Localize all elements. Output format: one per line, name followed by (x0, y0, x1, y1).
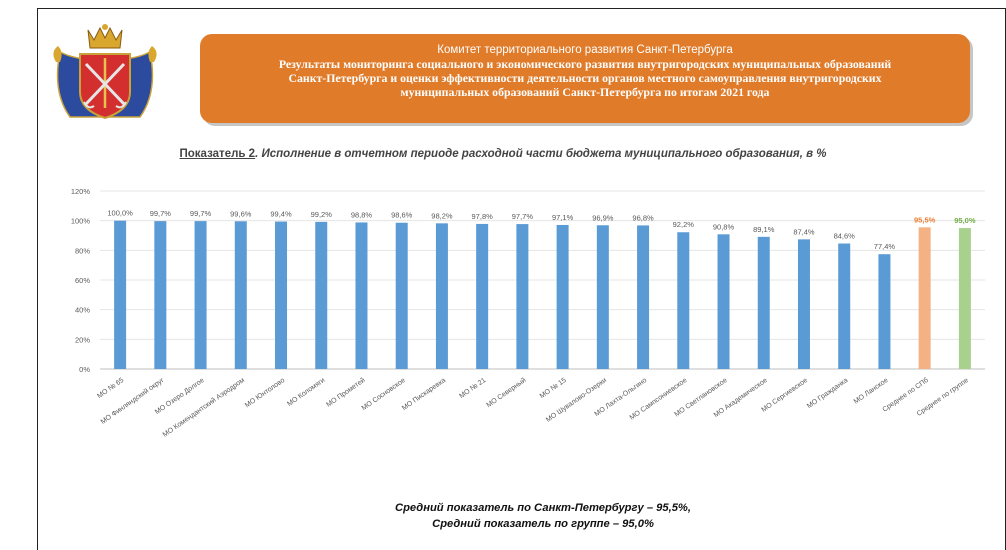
bar (395, 222, 408, 369)
bar (315, 221, 328, 369)
data-label: 84,6% (834, 232, 856, 241)
indicator-caption: Показатель 2. Исполнение в отчетном пери… (0, 148, 1006, 160)
data-label: 99,4% (270, 210, 292, 219)
indicator-text: . Исполнение в отчетном периоде расходно… (255, 148, 827, 160)
bar (878, 254, 891, 369)
data-label: 98,8% (351, 210, 373, 219)
bar (435, 223, 448, 369)
x-tick-label: МО № 15 (539, 377, 568, 400)
data-label: 87,4% (793, 227, 815, 236)
x-tick-label: МО Финляндский округ (99, 376, 166, 426)
bar (797, 239, 810, 369)
data-label: 95,0% (954, 216, 976, 225)
x-tick-label: МО № 21 (458, 377, 487, 400)
data-label: 97,8% (472, 212, 494, 221)
bar (717, 234, 730, 369)
y-tick-label: 60% (75, 276, 90, 285)
bar (958, 228, 971, 369)
x-tick-label: МО Прометей (325, 376, 367, 409)
bar (234, 221, 247, 369)
data-label: 100,0% (107, 209, 133, 218)
header-title-line-1: Результаты мониторинга социального и эко… (278, 57, 892, 71)
x-tick-label: МО № 65 (96, 377, 125, 400)
header-title-line-3: муниципальных образований Санкт-Петербур… (400, 85, 770, 99)
header-org: Комитет территориального развития Санкт-… (437, 44, 733, 56)
bar (476, 223, 489, 369)
data-label: 98,6% (391, 211, 413, 220)
bar (838, 243, 851, 369)
y-tick-label: 20% (75, 335, 90, 344)
data-label: 97,1% (552, 213, 574, 222)
bar (556, 224, 569, 369)
bar (194, 221, 207, 369)
y-tick-label: 100% (71, 217, 91, 226)
x-tick-label: МО Пискаревка (401, 377, 447, 412)
data-label: 99,2% (311, 210, 333, 219)
y-tick-label: 80% (75, 246, 90, 255)
bar (275, 221, 288, 369)
bar (516, 224, 529, 369)
x-tick-label: МО Комендантский Аэродром (161, 376, 246, 439)
y-tick-label: 0% (79, 365, 90, 374)
data-label: 97,7% (512, 212, 534, 221)
summary-spb: Средний показатель по Санкт-Петербургу –… (395, 502, 691, 514)
bar (355, 222, 368, 369)
bar-chart: 0% 20% 40% 60% 80% 100% 120% 100,0% МО № 65 99,7%… (71, 187, 985, 439)
header-banner: Комитет территориального развития Санкт-… (200, 34, 970, 123)
data-label: 96,8% (632, 213, 654, 222)
data-label: 77,4% (874, 242, 896, 251)
data-label: 96,9% (592, 213, 614, 222)
data-label: 89,1% (753, 225, 775, 234)
indicator-label: Показатель 2 (179, 148, 256, 160)
bar (154, 221, 167, 369)
data-label: 99,7% (190, 209, 212, 218)
x-tick-label: МО Коломяги (286, 377, 326, 408)
bar (637, 225, 650, 369)
bar (918, 227, 931, 369)
x-tick-label: МО Сосновское (361, 377, 407, 412)
data-label: 99,6% (230, 209, 252, 218)
coat-of-arms-icon (53, 24, 157, 120)
summary: Средний показатель по Санкт-Петербургу –… (0, 500, 1006, 532)
bar (757, 236, 770, 369)
data-label: 98,2% (431, 211, 453, 220)
header-title-line-2: Санкт-Петербурга и оценки эффективности … (288, 71, 882, 85)
data-label: 95,5% (914, 215, 936, 224)
y-tick-label: 40% (75, 306, 90, 315)
summary-group: Средний показатель по группе – 95,0% (432, 518, 654, 530)
bar (596, 225, 609, 369)
data-label: 99,7% (150, 209, 172, 218)
x-tick-label: МО Юнтолово (244, 377, 286, 410)
bar (677, 232, 690, 369)
x-tick-label: МО Ланское (853, 377, 890, 406)
x-tick-label: МО Северный (485, 376, 528, 409)
data-label: 92,2% (673, 220, 695, 229)
bar (114, 220, 127, 369)
y-tick-label: 120% (71, 187, 91, 196)
x-tick-label: МО Гражданка (806, 377, 849, 410)
data-label: 90,8% (713, 222, 735, 231)
